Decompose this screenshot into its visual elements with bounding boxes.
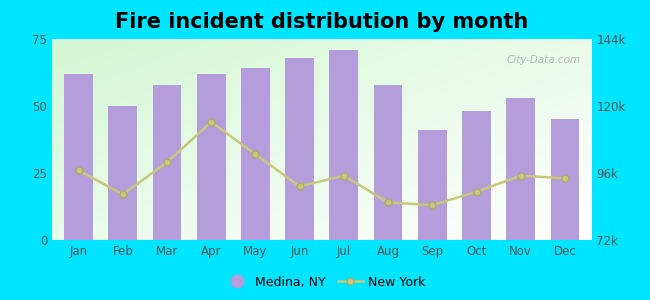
Bar	[197, 74, 226, 240]
Title: Fire incident distribution by month: Fire incident distribution by month	[115, 12, 528, 32]
Bar	[109, 106, 137, 240]
Bar	[374, 85, 402, 240]
Bar	[64, 74, 93, 240]
Legend: Medina, NY, New York: Medina, NY, New York	[220, 271, 430, 294]
Bar	[462, 111, 491, 240]
Bar	[330, 50, 358, 240]
Bar	[285, 58, 314, 240]
Bar	[241, 68, 270, 240]
Text: City-Data.com: City-Data.com	[506, 55, 580, 65]
Bar	[153, 85, 181, 240]
Bar	[418, 130, 447, 240]
Bar	[506, 98, 535, 240]
Bar	[551, 119, 579, 240]
